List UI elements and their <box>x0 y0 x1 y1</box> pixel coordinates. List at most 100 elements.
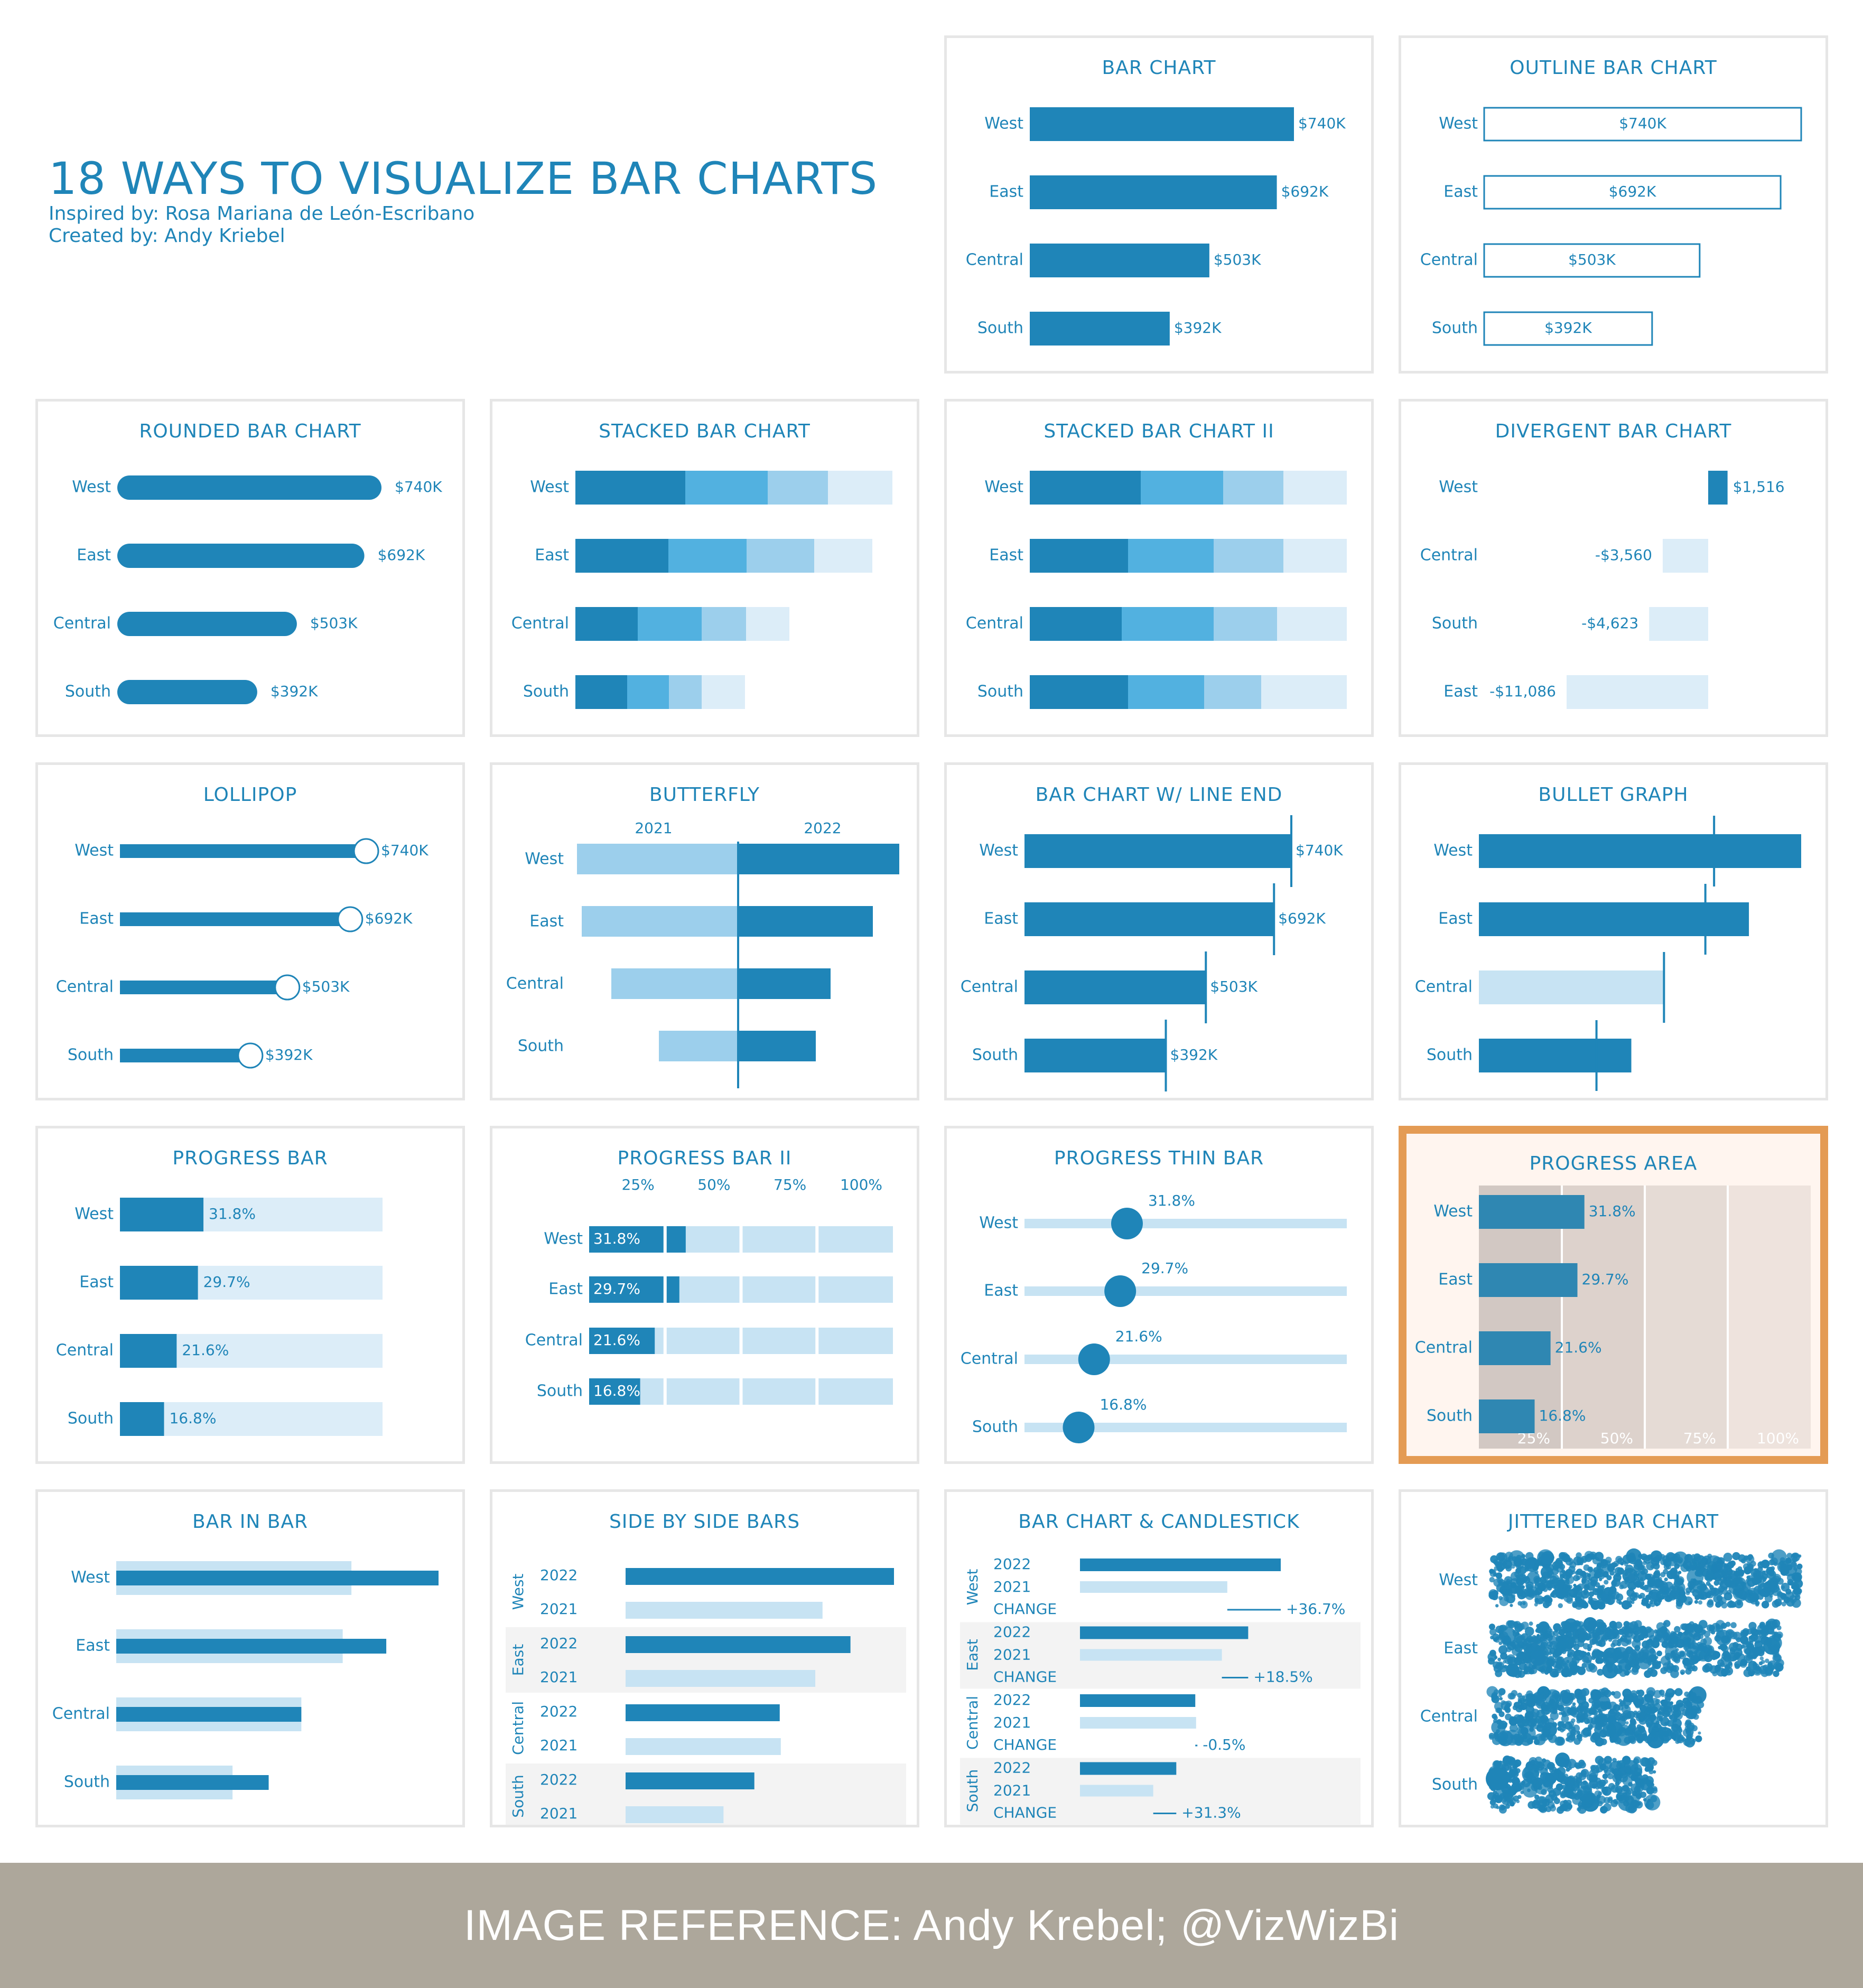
lollipop-stem <box>120 912 350 926</box>
jitter-dot <box>1592 1710 1598 1716</box>
jitter-dot <box>1507 1656 1517 1667</box>
jitter-dot <box>1671 1723 1680 1732</box>
chart-svg-area: 25% 50% 75% 100%West 31.8%East 29.7%Central 21… <box>1415 1186 1811 1449</box>
group-label: South <box>964 1769 981 1812</box>
chart-panel-thin: PROGRESS THIN BAR West 31.8% East 29.7% Centr… <box>944 1126 1374 1464</box>
data-label: $692K <box>1278 910 1326 927</box>
jitter-dot <box>1639 1626 1647 1633</box>
bar-segment <box>1128 539 1214 573</box>
series-label: 2021 <box>993 1646 1031 1664</box>
category-label-0: West <box>1433 1202 1473 1221</box>
jitter-dot <box>1697 1641 1702 1647</box>
chart-svg-bar: West $740K East $692K Central $503K South $392K <box>966 107 1346 346</box>
jitter-dot <box>1678 1655 1682 1659</box>
bar-segment <box>1223 471 1283 505</box>
chart-svg-stacked2: West East Central South <box>966 471 1347 709</box>
jitter-dot <box>1552 1574 1559 1581</box>
jitter-dot <box>1498 1760 1502 1764</box>
jitter-dot <box>1597 1795 1606 1804</box>
jitter-dot <box>1781 1601 1786 1607</box>
chart-svg-rounded: West $740K East $692K Central $503K South $392K <box>53 475 442 704</box>
jitter-dot <box>1627 1581 1637 1591</box>
jitter-dot <box>1502 1636 1512 1645</box>
jitter-dot <box>1491 1692 1498 1698</box>
jitter-dot <box>1658 1711 1663 1715</box>
jitter-dot <box>1752 1654 1757 1659</box>
jitter-dot <box>1600 1559 1608 1566</box>
jitter-dot <box>1693 1624 1703 1634</box>
jitter-dot <box>1629 1587 1633 1591</box>
rounded-bar <box>117 612 297 636</box>
jitter-dot <box>1598 1791 1603 1796</box>
jitter-dot <box>1541 1789 1547 1795</box>
jitter-dot <box>1507 1667 1517 1677</box>
jitter-dot <box>1654 1629 1658 1634</box>
jitter-dot <box>1651 1736 1655 1740</box>
chart-panel-stacked: STACKED BAR CHART West East Central South <box>490 399 919 737</box>
jitter-dot <box>1748 1669 1755 1677</box>
jitter-dot <box>1534 1595 1544 1604</box>
progress-dot <box>1111 1208 1143 1239</box>
jitter-dot <box>1715 1620 1725 1630</box>
jitter-dot <box>1633 1592 1640 1598</box>
data-label: $692K <box>378 546 425 564</box>
jitter-dot <box>1690 1645 1699 1654</box>
jitter-dot <box>1546 1597 1553 1603</box>
jitter-dot <box>1677 1734 1684 1741</box>
jitter-dot <box>1611 1769 1615 1773</box>
group-label: Central <box>964 1696 981 1750</box>
jitter-dot <box>1498 1688 1506 1695</box>
jitter-dot <box>1649 1648 1655 1654</box>
quarter-band <box>1728 1186 1811 1449</box>
jitter-dot <box>1557 1721 1563 1727</box>
data-label: 29.7% <box>1582 1271 1629 1288</box>
data-label: $692K <box>365 910 413 927</box>
inspired-credit: Inspired by: Rosa Mariana de León-Escrib… <box>49 203 475 225</box>
jitter-dot <box>1609 1654 1613 1658</box>
jitter-dot <box>1690 1630 1694 1634</box>
chart-marks: West 2022 2021 East 2022 2021 Central 2022 2021 S… <box>506 1566 906 1825</box>
jitter-dot <box>1625 1789 1632 1796</box>
jitter-dot <box>1718 1585 1725 1592</box>
jitter-dot <box>1496 1564 1502 1570</box>
quarter-band <box>1645 1186 1728 1449</box>
jitter-dot <box>1719 1662 1725 1667</box>
jitter-dot <box>1601 1786 1608 1794</box>
jitter-dot <box>1498 1641 1503 1645</box>
jitter-dot <box>1723 1576 1728 1581</box>
quarter-divider <box>1727 1186 1729 1449</box>
data-label: $503K <box>1214 251 1261 268</box>
jitter-dot <box>1499 1697 1503 1701</box>
jitter-dot <box>1692 1640 1696 1644</box>
category-label-3: South <box>977 683 1023 701</box>
jitter-dot <box>1573 1738 1581 1745</box>
jitter-dot <box>1646 1722 1652 1728</box>
jitter-dot <box>1664 1578 1668 1582</box>
lollipop-head <box>274 974 301 1001</box>
jitter-dot <box>1772 1653 1782 1663</box>
chart-panel-lollipop: LOLLIPOP West $740K East $692K Central $503K So… <box>35 762 465 1100</box>
jitter-dot <box>1634 1659 1640 1666</box>
jitter-dot <box>1578 1689 1587 1698</box>
jitter-dot <box>1534 1794 1540 1800</box>
jitter-dot <box>1623 1800 1629 1807</box>
jitter-dot <box>1548 1734 1558 1743</box>
jitter-dot <box>1768 1552 1774 1559</box>
jitter-dot <box>1591 1732 1600 1741</box>
group-label: South <box>509 1775 527 1817</box>
category-label-2: Central <box>511 614 569 633</box>
thin-track <box>1024 1219 1347 1228</box>
category-label-2: South <box>1432 614 1478 633</box>
jitter-dot <box>1698 1731 1701 1735</box>
series-label: 2021 <box>993 1782 1031 1799</box>
jitter-dot <box>1547 1641 1553 1647</box>
category-label-0: West <box>979 842 1018 860</box>
jitter-dot <box>1645 1800 1654 1809</box>
bar-segment <box>702 607 746 641</box>
jitter-dot <box>1697 1585 1702 1590</box>
data-label: $503K <box>302 978 350 995</box>
jitter-dot <box>1588 1596 1593 1601</box>
chart-marks: West $740K East $692K Central $503K South $392K <box>53 475 442 704</box>
jitter-dot <box>1526 1583 1533 1590</box>
bar-segment <box>1277 607 1347 641</box>
